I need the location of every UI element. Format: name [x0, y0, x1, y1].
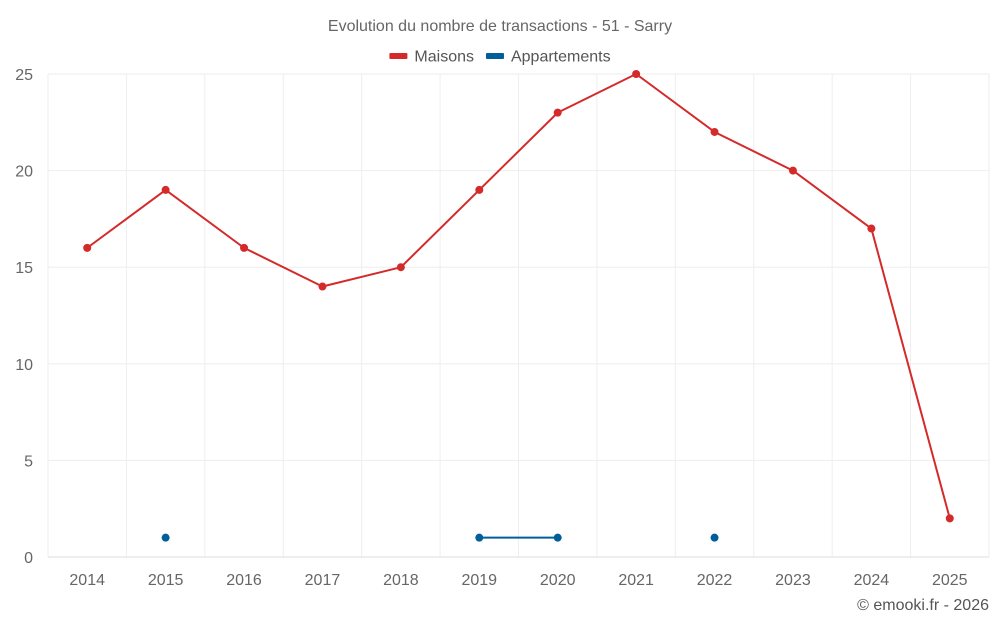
chart-title: Evolution du nombre de transactions - 51…: [328, 18, 672, 35]
x-tick-label: 2016: [226, 572, 262, 589]
x-tick-label: 2020: [540, 572, 576, 589]
data-point-appartements[interactable]: [161, 533, 170, 542]
data-point-maisons[interactable]: [396, 263, 405, 272]
data-point-maisons[interactable]: [475, 185, 484, 194]
data-point-maisons[interactable]: [318, 282, 327, 291]
data-point-maisons[interactable]: [553, 108, 562, 117]
x-axis: 2014 2015 2016 2017 2018 2019 2020 2021 2022 2023…: [48, 556, 989, 589]
legend-swatch-maisons: [389, 53, 408, 59]
data-point-appartements[interactable]: [475, 533, 484, 542]
chart-grid: [47, 73, 990, 557]
legend-label-appartements: Appartements: [511, 49, 611, 66]
data-point-maisons[interactable]: [632, 70, 641, 78]
data-point-maisons[interactable]: [788, 166, 797, 175]
legend-item-maisons[interactable]: Maisons: [389, 49, 474, 66]
x-tick-label: 2018: [383, 572, 419, 589]
legend-label-maisons: Maisons: [414, 49, 474, 66]
series-maisons: [83, 70, 954, 523]
data-point-maisons[interactable]: [867, 224, 876, 233]
legend-item-appartements[interactable]: Appartements: [485, 49, 611, 66]
series-layer: [83, 70, 954, 542]
data-point-maisons[interactable]: [161, 185, 170, 194]
chart-legend: Maisons Appartements: [389, 49, 611, 66]
series-line-maisons: [86, 73, 951, 520]
y-tick-label: 0: [24, 550, 33, 567]
x-tick-label: 2024: [854, 572, 890, 589]
x-tick-label: 2021: [618, 572, 654, 589]
x-tick-label: 2022: [697, 572, 733, 589]
data-point-maisons[interactable]: [240, 243, 249, 252]
series-appartements: [161, 533, 719, 542]
y-tick-label: 5: [24, 453, 33, 470]
x-tick-label: 2019: [461, 572, 497, 589]
y-tick-label: 20: [15, 164, 33, 181]
y-axis: 0 5 10 15 20 25: [15, 67, 33, 567]
data-point-maisons[interactable]: [710, 127, 719, 136]
y-tick-label: 15: [15, 260, 33, 277]
credit-text: © emooki.fr - 2026: [857, 597, 989, 614]
data-point-appartements[interactable]: [710, 533, 719, 542]
data-point-maisons[interactable]: [945, 514, 954, 523]
data-point-appartements[interactable]: [553, 533, 562, 542]
y-tick-label: 10: [15, 357, 33, 374]
x-tick-label: 2015: [148, 572, 184, 589]
x-tick-label: 2014: [69, 572, 105, 589]
x-tick-label: 2023: [775, 572, 811, 589]
y-tick-label: 25: [15, 67, 33, 84]
legend-swatch-appartements: [485, 53, 504, 59]
data-point-maisons[interactable]: [83, 243, 92, 252]
x-tick-label: 2025: [932, 572, 968, 589]
x-tick-label: 2017: [305, 572, 341, 589]
